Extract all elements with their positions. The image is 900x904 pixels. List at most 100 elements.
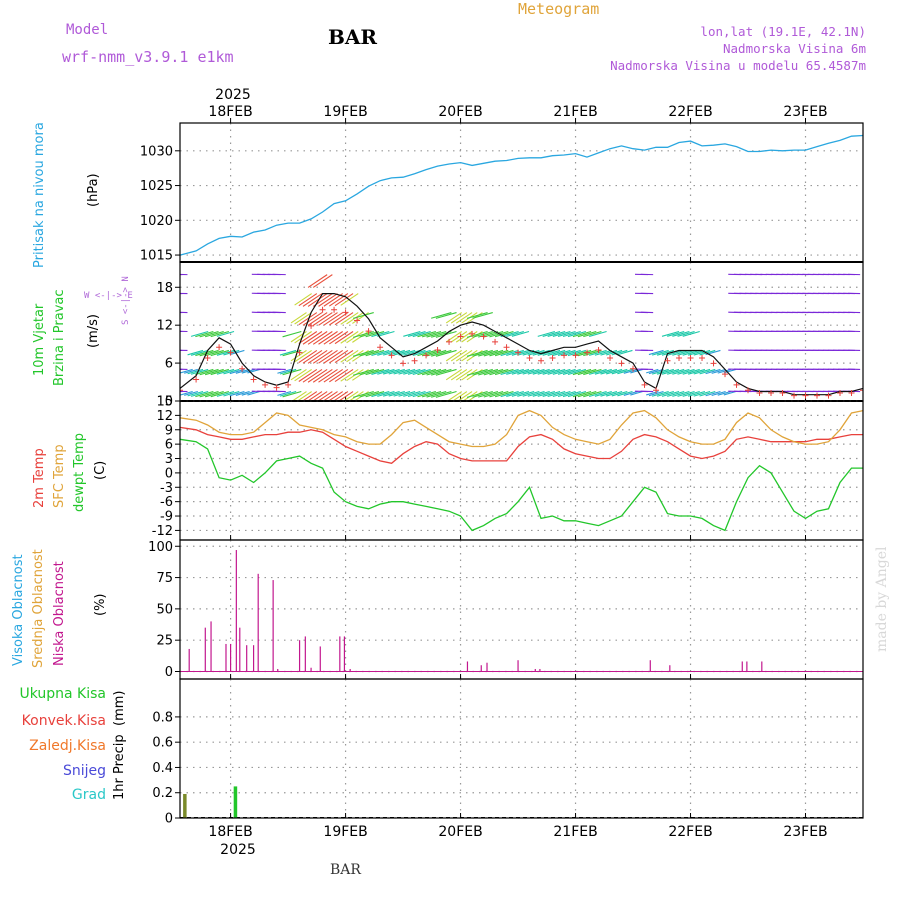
wind-gust-marker [550,355,556,361]
wind-compass-vertical: S <-|-> N [121,276,131,325]
wind-gust-marker [619,360,625,366]
top-date-tick: 20FEB [438,104,482,120]
wind-gust-marker [492,339,498,345]
wind-gust-marker [803,393,809,399]
wind-ylabel-line1: 10m Vjetar [32,303,47,376]
precip-ytick-label: 0.2 [152,786,173,801]
temp-ytick-label: 12 [156,409,173,424]
temp-ylabel-2m: 2m Temp [32,448,47,508]
wind-barb [324,332,343,345]
wind-barb [303,392,322,405]
wind-barb [313,275,332,288]
wind-barb [329,332,348,344]
pressure-ytick-label: 1020 [140,214,173,229]
top-date-tick: 23FEB [783,104,827,120]
wind-gust-marker [527,355,533,361]
legend-frz-rain: Zaledj.Kisa [29,738,106,754]
wind-barb [319,392,338,405]
wind-barb [283,332,302,337]
legend-grad: Grad [72,787,106,803]
cloud-ylabel-low: Niska Oblacnost [52,561,67,666]
precip-bar [183,794,187,818]
model-name: wrf-nmm_v3.9.1 e1km [62,48,234,66]
wind-barb [319,313,338,326]
cloud-ytick-label: 0 [165,665,173,680]
temp-frame [180,401,863,540]
wind-gust-marker [412,358,418,364]
wind-barb [313,350,332,363]
temp-unit: (C) [93,461,108,480]
wind-barb [308,350,327,363]
wind-barb [303,369,322,382]
model-elevation-label: Nadmorska Visina u modelu 65.4587m [610,58,866,73]
temp-ytick-label: 3 [165,452,173,467]
wind-barb [299,369,317,381]
cloud-ytick-label: 75 [156,571,173,586]
bottom-date-tick: 18FEB [208,824,252,840]
wind-barb [324,350,343,363]
temp-ytick-label: 0 [165,466,173,481]
bottom-date-tick: 20FEB [438,824,482,840]
temp-series-2 [180,439,863,530]
wind-ylabel-line2: Brzina i Pravac [52,289,67,386]
wind-barb [335,332,353,344]
pressure-frame [180,123,863,262]
precip-ylabel-text: 1hr Precip [112,734,127,800]
wind-barb [335,294,353,306]
wind-speed-line [180,294,863,395]
top-date-tick: 18FEB [208,104,252,120]
wind-barb [313,369,332,382]
wind-barb [313,392,332,405]
wind-barb [335,369,353,381]
wind-gust-marker [745,387,751,393]
top-date-tick: 22FEB [668,104,712,120]
precip-unit: (mm) [112,691,127,726]
wind-gust-marker [377,344,383,350]
temp-ytick-label: -6 [160,495,173,510]
wind-gust-marker [446,339,452,345]
wind-barb [319,332,338,345]
cloud-ylabel-high: Visoka Oblacnost [11,554,26,666]
watermark: made by Angel [874,546,890,652]
top-date-tick: 19FEB [323,104,367,120]
wind-barb [329,350,348,362]
pressure-unit: (hPa) [86,173,101,207]
footer-station: BAR [330,862,361,878]
precip-panel: 00.20.40.60.8 [152,679,863,827]
wind-gust-marker [711,360,717,366]
wind-unit: (m/s) [86,314,101,348]
wind-gust-marker [320,307,326,313]
precip-ytick-label: 0.6 [152,736,173,751]
temp-series-1 [180,411,863,447]
wind-barb [308,392,327,405]
legend-total-rain: Ukupna Kisa [19,686,106,702]
temp-ytick-label: -3 [160,481,173,496]
cloud-unit: (%) [93,594,108,617]
wind-barb [303,350,322,363]
cloud-ytick-label: 100 [148,540,173,555]
wind-barb [319,369,338,382]
wind-barb [308,294,327,307]
temp-ytick-label: 6 [165,438,173,453]
precip-ytick-label: 0 [165,812,173,827]
cloud-ylabel-mid: Srednja Oblacnost [31,549,46,668]
model-label: Model [66,22,108,38]
wind-gust-marker [308,323,314,329]
wind-barb [313,332,332,345]
cloud-ytick-label: 50 [156,602,173,617]
wind-barb [324,392,343,405]
precip-bar [234,786,238,818]
temp-ytick-label: 9 [165,423,173,438]
wind-barb [308,369,327,382]
wind-barbs [170,274,866,404]
wind-gust-marker [331,307,337,313]
pressure-ytick-label: 1025 [140,179,173,194]
wind-gust-marker [400,360,406,366]
wind-barb [299,294,317,306]
precip-ytick-label: 0.4 [152,761,173,776]
